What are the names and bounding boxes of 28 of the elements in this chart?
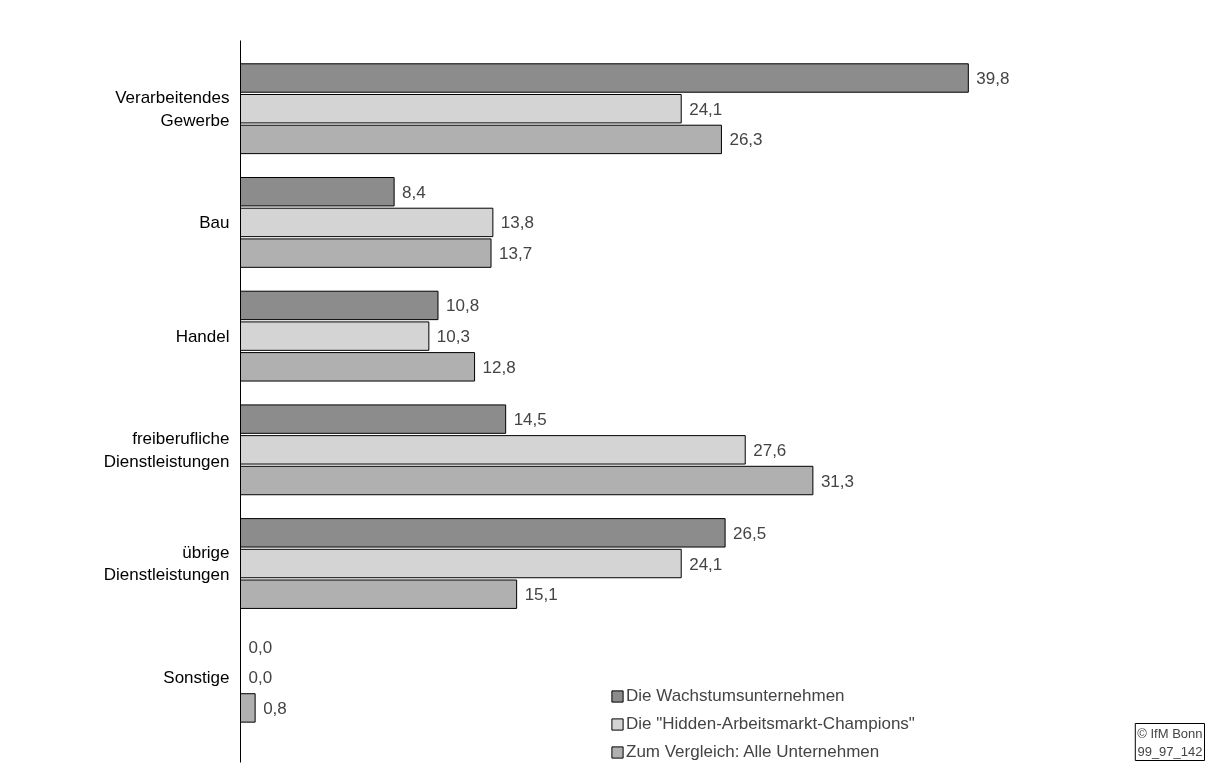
- legend-label: Die Wachstumsunternehmen: [626, 686, 845, 706]
- data-label: 15,1: [524, 585, 558, 605]
- data-label: 39,8: [976, 69, 1010, 89]
- data-label: 13,7: [499, 244, 533, 264]
- data-label: 31,3: [820, 471, 854, 491]
- data-label: 14,5: [513, 410, 547, 430]
- data-label: 0,8: [263, 698, 287, 718]
- data-label: 10,8: [446, 296, 480, 316]
- data-label: 8,4: [402, 182, 426, 202]
- data-label: 13,8: [500, 213, 534, 233]
- data-label: 26,3: [729, 130, 763, 150]
- y-tick-label: Bau: [199, 212, 230, 232]
- text: © IfM Bonn 99_97_142: [1137, 725, 1203, 759]
- data-label: 12,8: [482, 357, 516, 377]
- data-label: 10,3: [436, 327, 470, 347]
- data-label: 24,1: [689, 99, 723, 119]
- data-label: 24,1: [689, 554, 723, 574]
- y-tick-label: freiberufliche Dienstleistungen: [103, 428, 230, 471]
- data-label: 27,6: [753, 440, 787, 460]
- legend-label: Zum Vergleich: Alle Unternehmen: [626, 742, 880, 762]
- data-label: 0,0: [248, 668, 273, 688]
- legend-label: Die "Hidden-Arbeitsmarkt-Champions": [626, 714, 915, 734]
- y-tick-label: Verarbeitendes Gewerbe: [115, 87, 230, 130]
- y-tick-label: übrige Dienstleistungen: [103, 542, 230, 585]
- data-label: 26,5: [733, 523, 767, 543]
- y-tick-label: Handel: [175, 326, 230, 346]
- data-label: 0,0: [248, 637, 273, 657]
- y-tick-label: Sonstige: [163, 667, 230, 687]
